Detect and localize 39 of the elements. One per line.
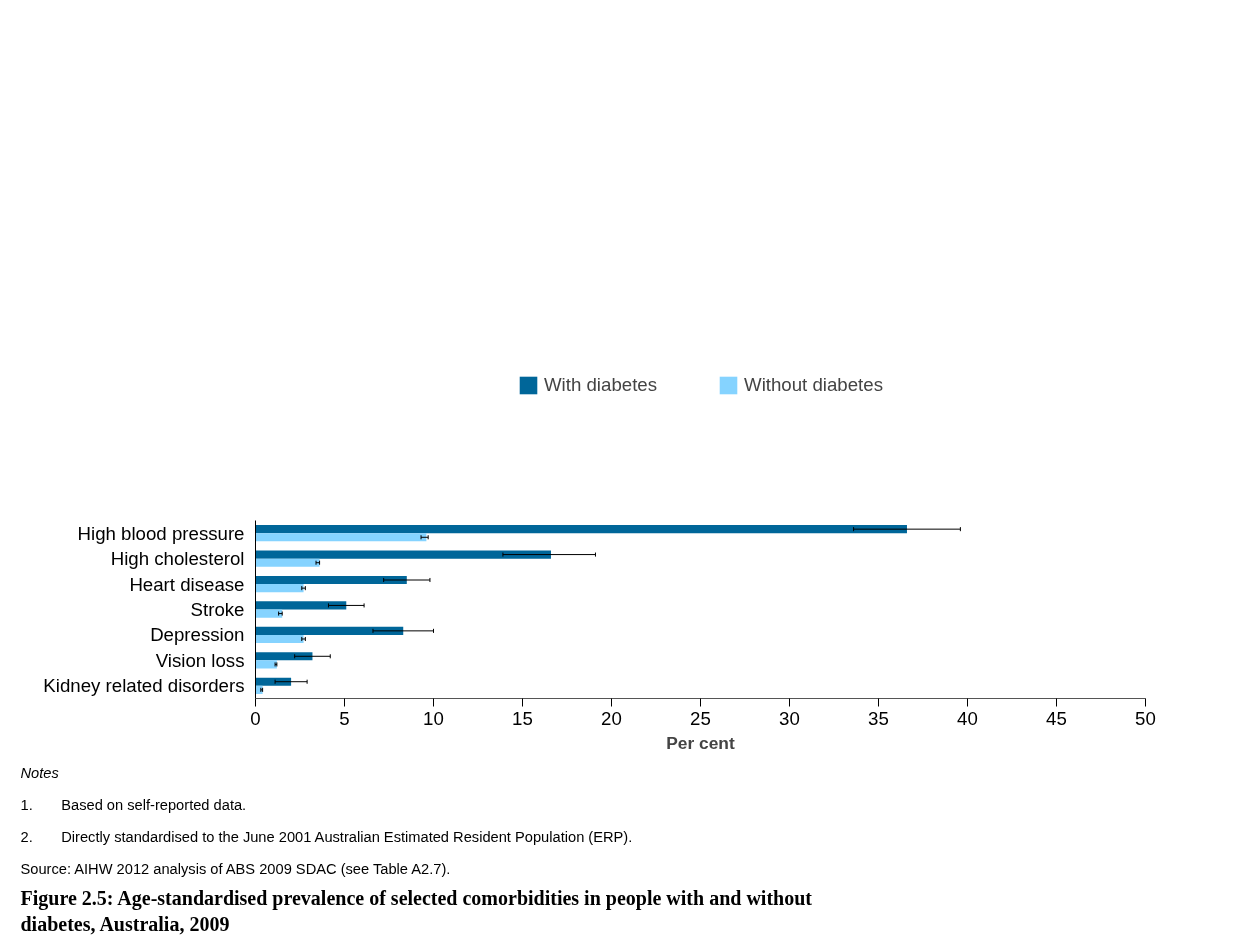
x-tick-label: 25 [690,707,711,729]
bar [255,626,404,635]
x-tick-label: 45 [1046,707,1067,729]
x-tick-label: 15 [512,707,533,729]
y-tick-label: High blood pressure [77,522,245,544]
legend-label: Without diabetes [744,373,883,396]
text: 1. Based on self-reported data. [20,796,247,813]
x-tick-label: 10 [423,707,444,729]
bar [255,601,347,610]
bar [255,558,320,567]
bar [255,533,427,542]
text: Figure 2.5: Age-standardised prevalence of selected comorbidities in people with and without diabetes, Australia, 2009 [20,886,813,935]
text: 2. Directly standardised to the June 2001 Australian Estimated Resident Population (ERP). [20,828,633,845]
source-note: Source: AIHW 2012 analysis of ABS 2009 SDAC (see Table A2.7). [20,860,451,877]
x-tick-label: 40 [957,707,978,729]
y-tick-label: Heart disease [129,573,245,595]
bar [255,652,313,661]
x-tick-label: 0 [250,707,261,729]
bar [255,575,407,585]
legend-label: With diabetes [544,373,658,396]
x-tick-label: 30 [779,707,800,729]
bar [255,609,283,618]
bar [255,677,292,686]
text: Notes [20,764,60,781]
x-tick-label: 20 [601,707,622,729]
x-axis-title: Per cent [666,732,735,753]
y-tick-label: Kidney related disorders [43,675,245,697]
bar [255,525,907,534]
x-tick-label: 5 [339,707,350,729]
bar [255,660,277,669]
y-tick-label: Depression [150,624,245,646]
y-tick-label: Vision loss [155,649,245,671]
bar [255,550,551,559]
bar [255,584,304,593]
y-tick-label: Stroke [190,599,245,620]
y-tick-label: High cholesterol [110,548,245,570]
x-tick-label: 50 [1135,707,1156,729]
bar [255,634,304,644]
x-tick-label: 35 [868,707,889,729]
